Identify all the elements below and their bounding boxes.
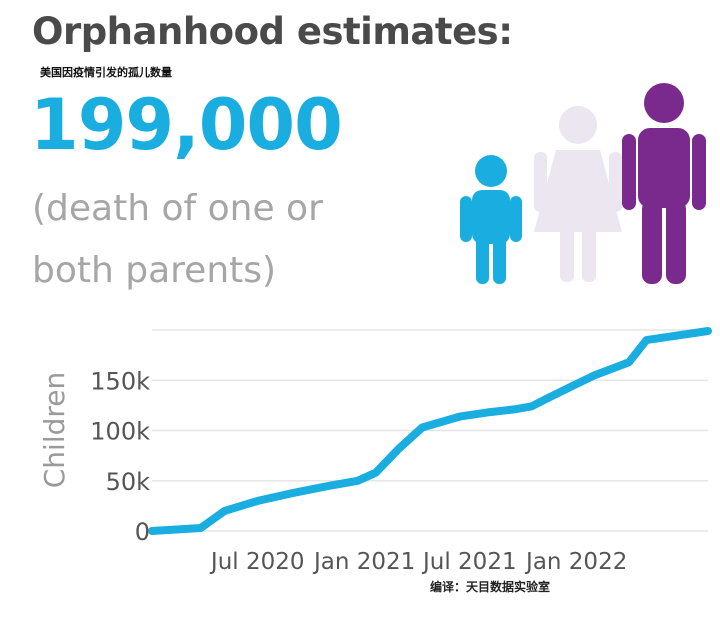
woman-icon <box>534 106 622 282</box>
x-tick-label: Jan 2022 <box>524 549 627 575</box>
chinese-subtitle: 美国因疫情引发的孤儿数量 <box>40 66 172 79</box>
child-icon <box>460 155 522 284</box>
y-tick-label: 150k <box>90 367 150 395</box>
x-tick-label: Jul 2020 <box>209 549 305 575</box>
y-tick-label: 0 <box>135 518 150 546</box>
y-tick-label: 50k <box>106 468 151 496</box>
family-illustration <box>460 83 706 284</box>
man-icon <box>622 83 706 284</box>
x-tick-label: Jan 2021 <box>312 549 415 575</box>
orphanhood-line-chart: 0 50k 100k 150k Jul 2020 Jan 2021 Jul 2021 Jan… <box>38 327 712 575</box>
headline-number: 199,000 <box>30 84 343 166</box>
orphanhood-series-line <box>148 327 712 535</box>
compilation-credit: 编译：天目数据实验室 <box>430 580 551 594</box>
page-title: Orphanhood estimates: <box>32 10 513 53</box>
y-tick-label: 100k <box>90 418 150 446</box>
caption-text: (death of one or both parents) <box>32 188 323 291</box>
y-axis-label: Children <box>38 372 71 489</box>
x-tick-label: Jul 2021 <box>421 549 517 575</box>
